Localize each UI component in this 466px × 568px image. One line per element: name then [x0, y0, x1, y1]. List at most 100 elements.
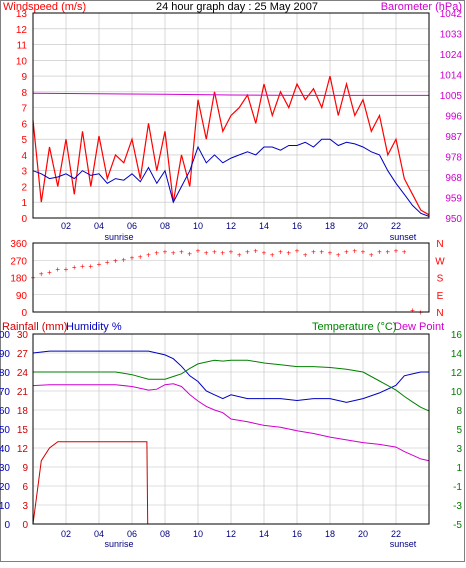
direction-point: +: [88, 262, 93, 271]
direction-point: +: [394, 247, 399, 256]
direction-point: +: [196, 247, 201, 256]
direction-point: +: [344, 248, 349, 257]
x-tick-label: 02: [61, 529, 71, 539]
direction-point: +: [179, 248, 184, 257]
temp-tick-label: -5: [453, 520, 462, 531]
baro-tick-label: 978: [445, 153, 462, 164]
humidity-series-line: [32, 350, 429, 403]
temp-tick-label: -1: [453, 482, 462, 493]
rain-tick-label: 0: [22, 520, 28, 531]
direction-point: +: [311, 248, 316, 257]
direction-tick-label: 270: [10, 256, 27, 267]
direction-point: +: [80, 262, 85, 271]
direction-tick-label: 180: [10, 274, 27, 285]
x-tick-label: 12: [226, 221, 236, 231]
humidity-tick-label: 10: [0, 501, 10, 512]
compass-tick-label: N: [436, 239, 443, 250]
direction-point: +: [229, 248, 234, 257]
direction-tick-label: 0: [21, 308, 27, 319]
rainfall-label: Rainfall (mm): [2, 321, 67, 333]
baro-tick-label: 996: [445, 112, 462, 123]
direction-point: +: [97, 260, 102, 269]
rain-tick-label: 18: [17, 406, 29, 417]
temp-tick-label: 8: [456, 406, 462, 417]
x-tick-label: 04: [94, 221, 104, 231]
temp-tick-label: 14: [451, 349, 463, 360]
humidity-tick-label: 80: [0, 368, 10, 379]
humidity-tick-label: 50: [0, 425, 10, 436]
rain-tick-label: 30: [17, 330, 29, 341]
direction-point: +: [154, 249, 159, 258]
direction-point: +: [212, 248, 217, 257]
wind-tick-label: 3: [21, 167, 27, 178]
rain-tick-label: 21: [17, 387, 29, 398]
wind-tick-label: 12: [16, 25, 28, 36]
x-tick-label: 04: [94, 529, 104, 539]
humidity-tick-label: 30: [0, 463, 10, 474]
x-tick-label: 22: [391, 221, 401, 231]
direction-point: +: [237, 251, 242, 260]
x-tick-label: 20: [358, 221, 368, 231]
wind-tick-label: 0: [21, 214, 27, 225]
direction-point: +: [336, 251, 341, 260]
gust-series-line: [32, 75, 430, 216]
wind-tick-label: 4: [21, 151, 27, 162]
x-tick-label: 22: [391, 529, 401, 539]
dew-series-line: [32, 383, 430, 462]
baro-tick-label: 1042: [440, 9, 463, 20]
sunrise-label-3: sunrise: [104, 539, 133, 549]
direction-point: +: [204, 249, 209, 258]
direction-point: +: [328, 249, 333, 258]
direction-point: +: [402, 248, 407, 257]
sunset-label-1: sunset: [390, 232, 417, 242]
x-tick-label: 10: [193, 529, 203, 539]
x-tick-label: 08: [160, 529, 170, 539]
baro-tick-label: 987: [445, 132, 462, 143]
temp-series-line: [33, 359, 430, 412]
compass-tick-label: E: [437, 291, 444, 302]
x-tick-label: 12: [226, 529, 236, 539]
humidity-tick-label: 40: [0, 444, 10, 455]
baro-series-line: [32, 92, 429, 96]
x-tick-label: 10: [193, 221, 203, 231]
x-tick-label: 14: [259, 221, 269, 231]
direction-point: +: [39, 270, 44, 279]
panel-2-frame: [32, 242, 430, 313]
sunrise-label-1: sunrise: [104, 232, 133, 242]
panel-3-right-ticks: -5 -3 -1 1 3 5 8 10 12 14 16: [451, 330, 463, 531]
direction-point: +: [262, 249, 267, 258]
humidity-tick-label: 60: [0, 406, 10, 417]
direction-point: +: [369, 251, 374, 260]
baro-tick-label: 1033: [440, 30, 463, 41]
x-tick-label: 14: [259, 529, 269, 539]
direction-point: +: [295, 247, 300, 256]
humidity-tick-label: 90: [0, 349, 10, 360]
direction-point: +: [47, 268, 52, 277]
direction-point: +: [270, 251, 275, 260]
direction-point: +: [361, 248, 366, 257]
temp-tick-label: -3: [453, 501, 462, 512]
barometer-label: Barometer (hPa): [381, 1, 462, 13]
x-tick-label: 16: [292, 221, 302, 231]
wind-tick-label: 8: [21, 88, 27, 99]
temp-tick-label: 16: [451, 330, 463, 341]
x-tick-label: 06: [127, 221, 137, 231]
direction-point: +: [303, 251, 308, 260]
panel-3-left-ticks: 0 0 10 3 20 6 30 9 40 12 50 15 60 18 70 21 80 24 90 27 100 30: [0, 330, 28, 531]
humidity-tick-label: 20: [0, 482, 10, 493]
temp-tick-label: 3: [456, 444, 462, 455]
panel-1-series: [32, 75, 430, 217]
rain-tick-label: 24: [17, 368, 29, 379]
direction-point: +: [377, 248, 382, 257]
humidity-label: Humidity %: [66, 321, 122, 333]
x-tick-label: 06: [127, 529, 137, 539]
panel-3-x-ticks: 02 04 06 08 10 12 14 16 18 20 22: [61, 529, 401, 539]
baro-tick-label: 1014: [440, 71, 463, 82]
direction-point: +: [245, 248, 250, 257]
direction-point: +: [286, 249, 291, 258]
direction-point: +: [253, 247, 258, 256]
direction-point: +: [385, 248, 390, 257]
